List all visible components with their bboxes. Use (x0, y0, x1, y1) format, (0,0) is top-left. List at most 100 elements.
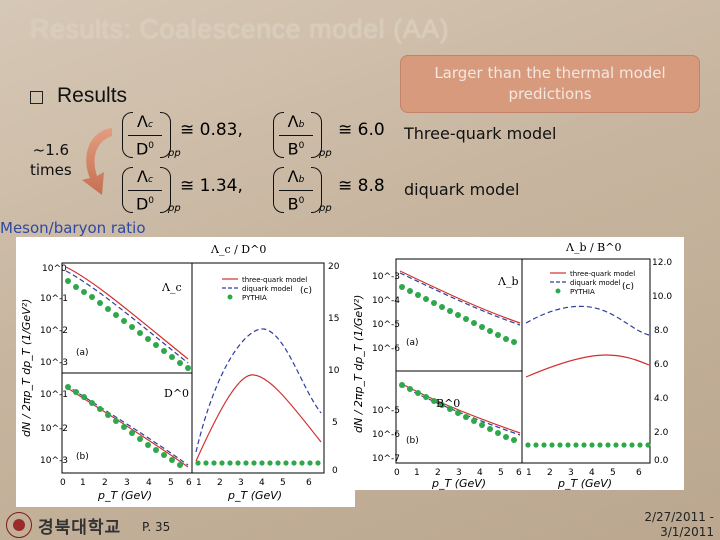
plot-lc-d0: Λ_c / D^0 dN / 2πp_T dp_T (1/GeV²) 10^0 … (16, 237, 355, 507)
svg-text:2: 2 (217, 478, 223, 488)
lc-value-2: ≅ 1.34, (180, 176, 243, 196)
legend-item: diquark model (242, 285, 293, 293)
ytick: 10^-3 (372, 272, 400, 282)
page-number: P. 35 (142, 520, 171, 534)
callout-box: Larger than the thermal model prediction… (400, 55, 700, 113)
x-ticks-right: 1 2 3 4 5 6 (526, 468, 642, 478)
lb-sub: b (298, 120, 305, 130)
meson-baryon-label: Meson/baryon ratio (0, 219, 146, 237)
svg-text:5: 5 (168, 478, 174, 488)
svg-text:3: 3 (456, 468, 462, 478)
particle-label: Λ_c (161, 281, 182, 294)
b0-symbol: B (287, 139, 299, 159)
three-quark-ratio (195, 374, 322, 462)
pythia-points-a (65, 278, 191, 371)
particle-label: D^0 (164, 387, 189, 400)
y-axis-label: dN / 2πp_T dp_T (1/GeV²) (20, 299, 33, 437)
x-ticks-right: 1 2 3 4 5 6 (196, 478, 312, 488)
lb-value-2: ≅ 8.8 (338, 176, 385, 196)
three-quark-ratio (525, 354, 650, 378)
pythia-points-b (65, 384, 183, 468)
svg-text:5: 5 (498, 468, 504, 478)
pythia-ratio-points (525, 442, 651, 448)
ytick-right: 10.0 (652, 292, 672, 302)
callout-text: Larger than the thermal model prediction… (434, 64, 666, 103)
svg-text:2: 2 (102, 478, 108, 488)
ytick: 10^-5 (372, 320, 400, 330)
svg-text:1: 1 (80, 478, 86, 488)
svg-text:6: 6 (306, 478, 312, 488)
svg-text:4: 4 (477, 468, 483, 478)
x-axis-label: p_T (GeV) (227, 489, 282, 502)
svg-text:1: 1 (526, 468, 532, 478)
diquark-curve (65, 384, 189, 466)
ytick: 10^0 (42, 264, 67, 274)
particle-label: Λ_b (497, 275, 519, 288)
university-name: 경북대학교 (38, 517, 122, 538)
x-axis-label: p_T (GeV) (97, 489, 152, 502)
university-seal-icon (6, 512, 32, 538)
lc-symbol: Λ (137, 112, 148, 131)
x-axis-label: p_T (GeV) (431, 477, 486, 490)
plot-lb-b0: Λ_b / B^0 dN / 2πp_T dp_T (1/GeV²) 10^-3… (344, 237, 684, 490)
y-axis-label: dN / 2πp_T dp_T (1/GeV²) (352, 295, 365, 433)
ytick: 10^-5 (372, 406, 400, 416)
svg-text:3: 3 (238, 478, 244, 488)
pythia-ratio-points (195, 460, 321, 466)
pp-sub: pp (319, 203, 332, 214)
svg-text:3: 3 (568, 468, 574, 478)
x-ticks-left: 0 1 2 3 4 5 6 (60, 478, 192, 488)
ytick: 10^-1 (40, 294, 68, 304)
lb-symbol: Λ (287, 167, 299, 186)
diquark-curve (65, 270, 189, 364)
b0-symbol: B (287, 194, 299, 214)
svg-text:6: 6 (516, 468, 522, 478)
lc-sub: c (148, 175, 153, 185)
ytick-right: 6.0 (654, 360, 669, 370)
pp-sub: pp (168, 148, 181, 159)
ytick-right: 20 (328, 262, 340, 272)
ytick: 10^-1 (40, 390, 68, 400)
svg-text:2: 2 (547, 468, 553, 478)
b0-sup: 0 (298, 196, 305, 206)
svg-text:4: 4 (146, 478, 152, 488)
slide-title: Results: Coalescence model (AA) (30, 14, 450, 44)
svg-text:0: 0 (394, 468, 400, 478)
bullet-square-icon (30, 91, 43, 104)
pp-sub: pp (168, 203, 181, 214)
fraction-lb-b0: Λb B0 (279, 112, 313, 159)
svg-text:6: 6 (636, 468, 642, 478)
ytick: 10^-3 (40, 456, 68, 466)
ytick-right: 5 (332, 418, 338, 428)
ytick: 10^-3 (40, 358, 68, 368)
svg-text:4: 4 (589, 468, 595, 478)
svg-text:5: 5 (610, 468, 616, 478)
ytick-right: 4.0 (654, 394, 669, 404)
svg-text:1: 1 (414, 468, 420, 478)
diquark-ratio (525, 305, 650, 336)
d0-symbol: D (135, 139, 149, 159)
ytick-right: 12.0 (652, 258, 672, 268)
three-quark-label: Three-quark model (404, 124, 557, 143)
particle-label: B^0 (436, 397, 460, 410)
svg-text:0: 0 (60, 478, 66, 488)
ytick: 10^-6 (372, 430, 400, 440)
lc-sub: c (148, 120, 153, 130)
panel-label: (a) (406, 338, 419, 348)
ytick-right: 2.0 (654, 428, 669, 438)
pp-sub: pp (319, 148, 332, 159)
diquark-ratio (195, 328, 322, 453)
legend-item: PYTHIA (570, 288, 595, 296)
ytick-right: 15 (328, 314, 339, 324)
factor-label: ~1.6 times (30, 141, 72, 179)
bullet-label: Results (57, 84, 128, 107)
plot-lb-b0-svg: Λ_b / B^0 dN / 2πp_T dp_T (1/GeV²) 10^-3… (344, 237, 684, 490)
date-range: 2/27/2011 - 3/1/2011 (644, 510, 714, 539)
university-logo: 경북대학교 (6, 512, 121, 538)
ytick-right: 0.0 (654, 456, 669, 466)
legend-item: three-quark model (570, 270, 635, 278)
panel-c-frame (521, 258, 651, 464)
legend-item: PYTHIA (242, 294, 267, 302)
curved-arrow-icon (82, 128, 112, 195)
panel-label: (b) (76, 452, 89, 462)
